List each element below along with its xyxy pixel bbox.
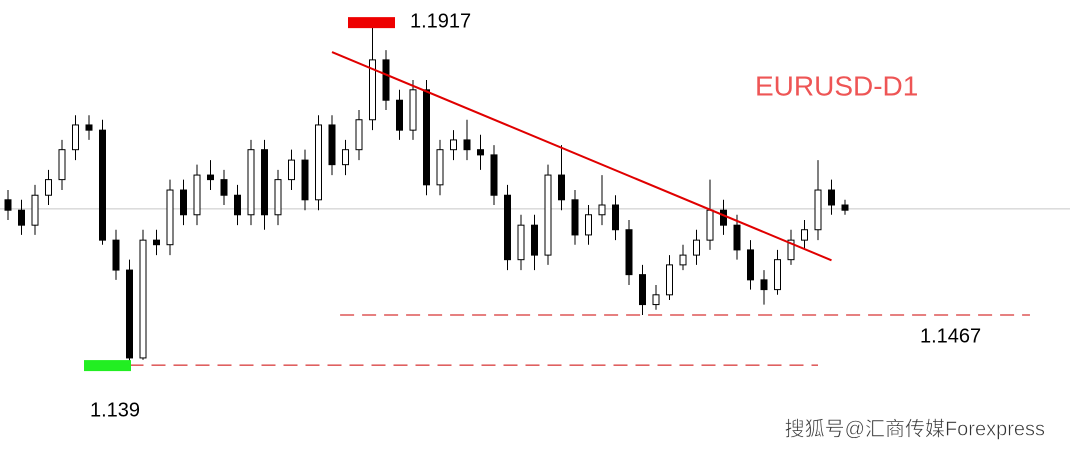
candle-body bbox=[544, 174, 552, 256]
candle-body bbox=[315, 124, 322, 201]
candle-body bbox=[531, 224, 538, 256]
candle-body bbox=[639, 274, 646, 306]
candle-body bbox=[828, 189, 835, 206]
candle-body bbox=[814, 189, 822, 231]
candle-body bbox=[220, 179, 228, 196]
candle-body bbox=[234, 194, 241, 216]
candle-body bbox=[760, 279, 768, 291]
candle-body bbox=[166, 189, 174, 246]
candle-body bbox=[801, 229, 808, 241]
candle-body bbox=[423, 89, 430, 186]
candle-body bbox=[558, 174, 565, 201]
candle-body bbox=[328, 124, 336, 166]
candle-body bbox=[504, 194, 511, 261]
candle-body bbox=[31, 194, 39, 226]
candle-body bbox=[288, 159, 295, 181]
candle-body bbox=[706, 209, 714, 241]
candle-body bbox=[342, 149, 349, 166]
candle-body bbox=[112, 239, 120, 271]
candle-body bbox=[517, 224, 525, 261]
candle-body bbox=[841, 204, 849, 211]
candle-body bbox=[571, 199, 579, 236]
candle-body bbox=[85, 124, 93, 131]
candle-body bbox=[4, 199, 12, 211]
candle-body bbox=[261, 149, 268, 216]
candle-body bbox=[247, 149, 255, 216]
candle-body bbox=[787, 239, 795, 261]
candle-body bbox=[126, 269, 133, 359]
level-marker bbox=[84, 360, 131, 372]
candle-body bbox=[369, 59, 376, 121]
candle-body bbox=[18, 209, 25, 226]
candle-body bbox=[409, 89, 417, 131]
candle-body bbox=[153, 239, 160, 246]
candle-body bbox=[666, 264, 673, 296]
candle-body bbox=[733, 224, 741, 251]
candle-body bbox=[477, 149, 484, 156]
candle-body bbox=[774, 259, 781, 291]
candle-body bbox=[747, 249, 754, 281]
trend-line bbox=[331, 51, 832, 262]
candle-body bbox=[463, 139, 471, 151]
candle-body bbox=[382, 59, 390, 101]
candle-body bbox=[180, 189, 187, 216]
candle-body bbox=[612, 204, 619, 231]
candle-body bbox=[301, 159, 309, 201]
candle-body bbox=[598, 204, 606, 216]
candle-body bbox=[355, 119, 363, 151]
candle-body bbox=[58, 149, 66, 181]
level-label: 1.1467 bbox=[920, 325, 981, 347]
level-label: 1.1917 bbox=[410, 10, 471, 32]
candle-body bbox=[193, 174, 201, 216]
candle-body bbox=[693, 239, 700, 256]
candle-body bbox=[652, 294, 660, 306]
level-label: 1.139 bbox=[90, 399, 140, 421]
chart-title: EURUSD-D1 bbox=[755, 70, 918, 101]
candle-body bbox=[585, 214, 592, 236]
candle-body bbox=[720, 209, 727, 226]
candle-body bbox=[207, 174, 214, 181]
candle-body bbox=[396, 99, 403, 131]
candle-body bbox=[99, 129, 106, 241]
level-marker bbox=[348, 17, 395, 29]
candle-body bbox=[625, 229, 633, 276]
candle-body bbox=[450, 139, 457, 151]
candle-body bbox=[45, 179, 52, 196]
candle-body bbox=[274, 179, 282, 216]
candle-body bbox=[72, 124, 79, 151]
candle-body bbox=[139, 239, 147, 359]
candle-body bbox=[679, 254, 687, 266]
watermark: 搜狐号@汇商传媒Forexpress bbox=[785, 417, 1045, 440]
candle-body bbox=[436, 149, 444, 186]
candle-body bbox=[490, 154, 498, 196]
